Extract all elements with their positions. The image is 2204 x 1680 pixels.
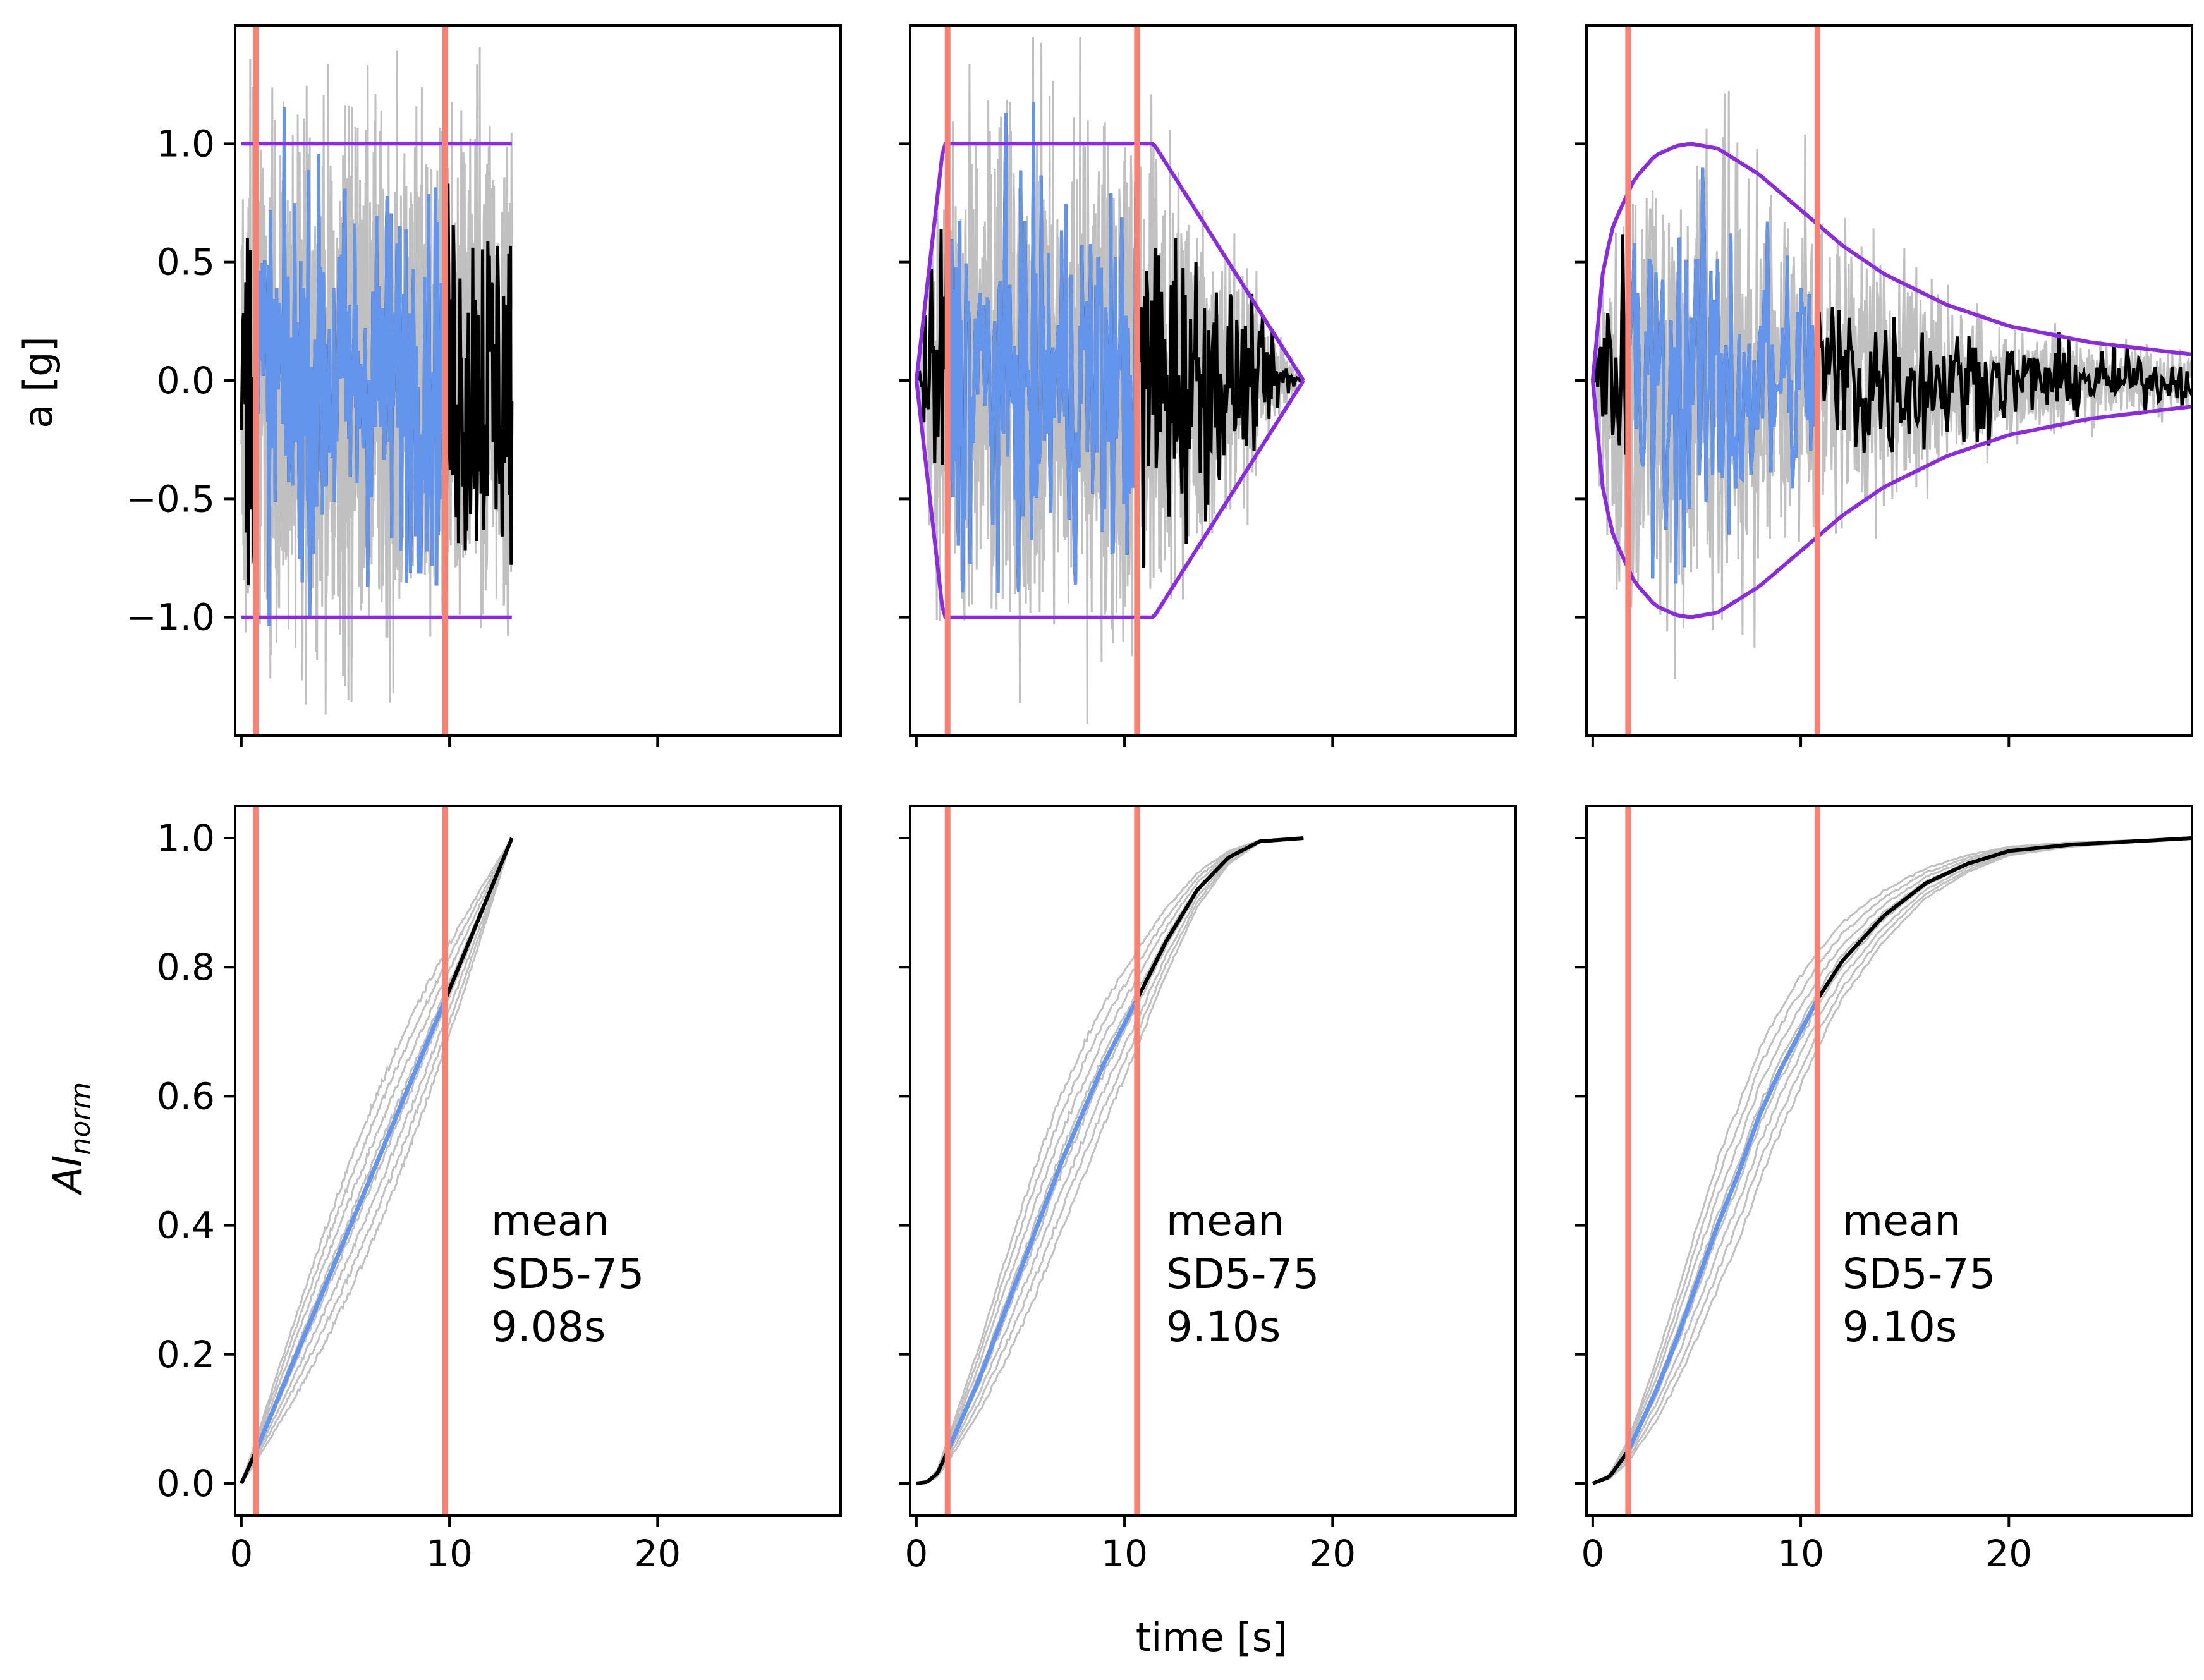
sd-annotation-line: SD5-75 (491, 1250, 645, 1298)
ensemble-ai-curve (1592, 837, 2192, 1485)
sd-annotation-line: SD5-75 (1166, 1250, 1320, 1298)
y-axis-label-subscript: norm (64, 1082, 97, 1155)
x-tick-label: 20 (1985, 1532, 2032, 1575)
x-tick-label: 20 (1309, 1532, 1356, 1575)
plot-area (916, 806, 1304, 1516)
x-axis-label-time: time [s] (1136, 1614, 1288, 1660)
ensemble-ai-curve (1592, 837, 2192, 1485)
significant-duration-trace (255, 107, 447, 627)
envelope-lower (1590, 380, 2192, 619)
envelope-lower (914, 379, 1305, 619)
panel-acceleration-uniform-envelope: −1.0 −0.5 0.0 0.5 1.0 (126, 24, 842, 747)
y-tick-label: 0.2 (157, 1333, 215, 1376)
y-tick-label: 1.0 (157, 817, 215, 860)
ensemble-ai-curve (916, 837, 1304, 1485)
panel-frame (234, 805, 842, 1517)
y-axis-label-acceleration: a [g] (15, 336, 61, 428)
plot-area (1592, 806, 2192, 1516)
panel-arias-intensity-smooth: mean SD5-75 9.10s 0 10 20 (1575, 805, 2193, 1575)
sd-annotation-line: 9.10s (1842, 1303, 1957, 1351)
sd-annotation: mean SD5-75 9.10s (1842, 1196, 1996, 1351)
x-tick-label: 20 (634, 1532, 681, 1575)
ensemble-ai-curve (916, 837, 1304, 1485)
sd-annotation: mean SD5-75 9.08s (491, 1196, 645, 1351)
sd-annotation-line: mean (1842, 1196, 1961, 1245)
y-tick-label: −1.0 (126, 596, 215, 639)
plot-area (240, 25, 514, 736)
panel-frame (909, 805, 1517, 1517)
ensemble-ai-curve (1592, 837, 2192, 1485)
panel-acceleration-smooth-envelope (1575, 24, 2193, 747)
panel-frame (1585, 805, 2193, 1517)
sd-annotation-line: 9.08s (491, 1303, 606, 1351)
x-tick-label: 0 (904, 1532, 928, 1575)
sd-annotation: mean SD5-75 9.10s (1166, 1196, 1320, 1351)
plot-area (1590, 25, 2192, 736)
x-tick-label: 0 (229, 1532, 253, 1575)
ensemble-ai-curve (1592, 837, 2192, 1485)
ensemble-ai-curve (1592, 837, 2192, 1485)
y-tick-label: 0.8 (157, 946, 215, 989)
y-tick-label: −0.5 (126, 477, 215, 520)
x-tick-label: 10 (1101, 1532, 1148, 1575)
ensemble-ai-curve (240, 837, 513, 1484)
sd-annotation-line: 9.10s (1166, 1303, 1281, 1351)
ensemble-ai-curve (240, 837, 513, 1484)
significant-duration-trace (947, 102, 1139, 593)
ensemble-ai-curve (240, 837, 513, 1484)
significant-duration-trace (1628, 167, 1819, 584)
ensemble-ai-curve (916, 837, 1304, 1485)
significant-ai-curve (947, 1002, 1137, 1449)
ensemble-ai-curve (916, 837, 1304, 1485)
significant-ai-curve (254, 1001, 447, 1452)
sd-annotation-line: mean (491, 1196, 609, 1245)
y-tick-label: 0.0 (157, 359, 215, 402)
x-tick-label: 10 (1777, 1532, 1824, 1575)
y-axis-label-arias-intensity: AInorm (44, 1082, 97, 1196)
envelope-upper (1590, 142, 2192, 381)
panel-acceleration-trapezoidal-envelope (899, 24, 1517, 747)
record-ai-curve (1592, 836, 2192, 1485)
ensemble-trace (1592, 90, 2192, 680)
y-tick-label: 0.4 (157, 1204, 215, 1247)
ensemble-ai-curve (1592, 837, 2192, 1485)
sd-annotation-line: SD5-75 (1842, 1250, 1996, 1298)
envelope-upper (914, 142, 1305, 382)
plot-area (240, 806, 514, 1516)
y-tick-label: 0.6 (157, 1074, 215, 1117)
ensemble-ai-curve (240, 837, 513, 1484)
x-tick-label: 0 (1581, 1532, 1604, 1575)
panel-arias-intensity-trapezoidal: mean SD5-75 9.10s 0 10 20 (899, 805, 1517, 1575)
significant-ai-curve (1626, 998, 1820, 1451)
plot-area (914, 25, 1305, 736)
y-tick-label: 0.5 (157, 241, 215, 284)
y-tick-label: 1.0 (157, 122, 215, 165)
y-axis-label-main: AI (44, 1155, 90, 1196)
panel-arias-intensity-uniform: mean SD5-75 9.08s 0 10 20 0.0 0.2 0.4 0.6 0.8 1.0 (157, 805, 842, 1575)
sd-annotation-line: mean (1166, 1196, 1284, 1245)
ensemble-ai-curve (240, 837, 513, 1484)
ensemble-ai-curve (240, 837, 513, 1484)
ensemble-ai-curve (1592, 837, 2192, 1485)
ensemble-ai-curve (1592, 837, 2192, 1485)
ensemble-ai-curve (240, 837, 513, 1484)
y-tick-label: 0.0 (157, 1462, 215, 1505)
x-tick-label: 10 (426, 1532, 473, 1575)
